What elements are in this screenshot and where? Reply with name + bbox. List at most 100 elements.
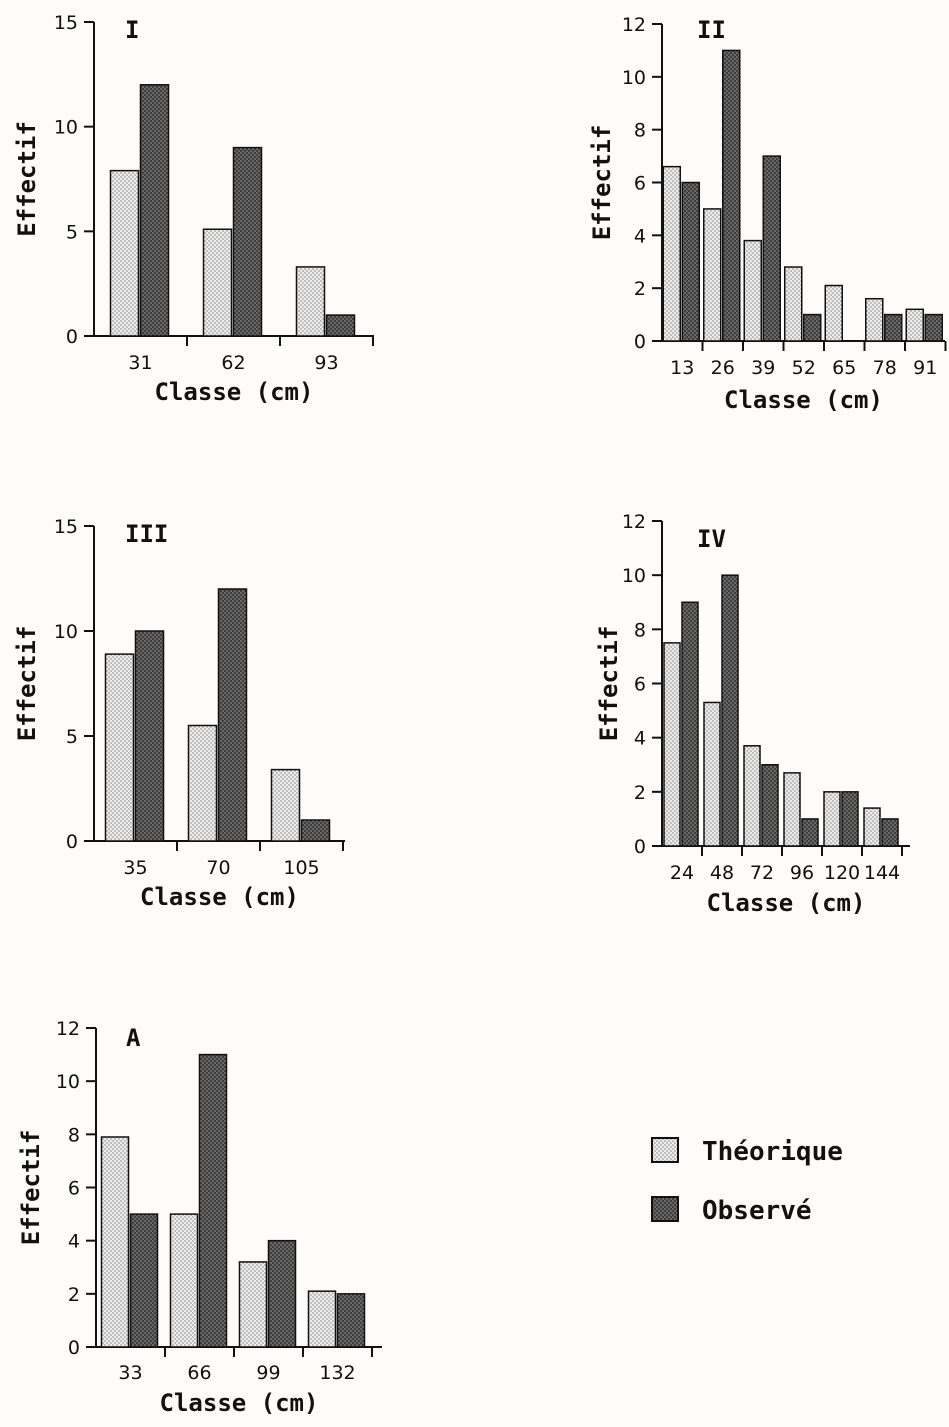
x-tick-label: 65: [832, 357, 856, 379]
x-tick-label: 96: [790, 862, 814, 884]
bar-theorique-99: [238, 1261, 268, 1348]
y-tick-label: 2: [634, 278, 646, 300]
y-axis-title: Effectif: [595, 626, 623, 742]
y-tick-label: 5: [66, 221, 78, 243]
bar-observe-66: [198, 1053, 228, 1348]
y-tick-label: 6: [68, 1178, 80, 1200]
bar-observe-31: [139, 84, 170, 337]
y-tick-label: 8: [634, 619, 646, 641]
x-tick-label: 26: [711, 357, 735, 379]
bar-observe-144: [881, 818, 899, 847]
x-tick-label: 31: [128, 352, 152, 374]
chart-panel-I: 0 5 10 15 31 62 93 I Classe (cm) Effectif: [13, 12, 374, 406]
bar-theorique-33: [100, 1136, 130, 1348]
x-tick-label: 105: [283, 857, 319, 879]
x-tick-label: 91: [913, 357, 937, 379]
bar-observe-99: [267, 1239, 297, 1348]
bar-observe-132: [336, 1293, 366, 1348]
panel-label: A: [126, 1024, 141, 1052]
x-tick-label: 33: [118, 1362, 142, 1384]
bar-observe-70: [217, 588, 248, 842]
bar-theorique-91: [905, 308, 924, 342]
legend-swatch-theorique: [651, 1137, 679, 1163]
bar-theorique-93: [295, 266, 326, 337]
bar-theorique-65: [824, 284, 843, 342]
x-tick-label: 52: [792, 357, 816, 379]
y-tick-label: 15: [54, 516, 78, 538]
y-tick-label: 10: [54, 621, 78, 643]
y-axis-title: Effectif: [588, 125, 616, 241]
chart-panel-II: 0 2 4 6 8 10 12 13 26 39 52 65 78 91 II Classe (cm) Effe…: [588, 14, 947, 414]
bar-observe-120: [841, 791, 859, 847]
legend-swatch-observe: [651, 1196, 679, 1222]
x-tick-label: 39: [751, 357, 775, 379]
x-tick-label: 144: [864, 862, 900, 884]
bar-theorique-35: [104, 653, 135, 842]
bar-theorique-62: [202, 228, 233, 337]
bar-theorique-26: [703, 208, 722, 342]
y-tick-label: 4: [634, 728, 646, 750]
bar-theorique-72: [743, 745, 761, 847]
y-tick-label: 8: [634, 120, 646, 142]
bar-theorique-120: [823, 791, 841, 847]
bar-theorique-132: [307, 1290, 337, 1348]
y-tick-label: 10: [54, 117, 78, 139]
x-tick-label: 99: [256, 1362, 280, 1384]
y-tick-label: 10: [56, 1071, 80, 1093]
y-tick-label: 4: [634, 225, 646, 247]
bar-theorique-13: [662, 165, 681, 342]
y-axis-title: Effectif: [13, 626, 41, 742]
x-axis-title: Classe (cm): [160, 1389, 319, 1417]
legend-item-theorique: Théorique: [651, 1137, 843, 1167]
legend-item-observe: Observé: [651, 1196, 812, 1226]
legend: Théorique Observé: [651, 1137, 843, 1226]
bar-observe-39: [762, 155, 781, 342]
legend-label: Théorique: [702, 1137, 843, 1167]
y-tick-label: 2: [634, 782, 646, 804]
x-tick-label: 48: [710, 862, 734, 884]
chart-panel-III: 0 5 10 15 35 70 105 III Classe (cm) Effectif: [13, 516, 345, 911]
x-tick-label: 120: [824, 862, 860, 884]
y-tick-label: 2: [68, 1284, 80, 1306]
bar-observe-26: [722, 49, 741, 342]
y-tick-label: 12: [622, 14, 646, 36]
y-tick-label: 6: [634, 674, 646, 696]
bar-theorique-105: [270, 768, 301, 842]
x-tick-label: 70: [206, 857, 230, 879]
x-tick-label: 93: [314, 352, 338, 374]
x-tick-label: 62: [221, 352, 245, 374]
y-tick-label: 10: [622, 565, 646, 587]
y-tick-label: 10: [622, 67, 646, 89]
bar-observe-52: [803, 313, 822, 342]
y-tick-label: 0: [68, 1337, 80, 1359]
y-tick-label: 12: [622, 511, 646, 533]
x-tick-label: 72: [750, 862, 774, 884]
y-tick-label: 4: [68, 1231, 80, 1253]
x-tick-label: 78: [873, 357, 897, 379]
x-axis-title: Classe (cm): [724, 386, 883, 414]
legend-label: Observé: [702, 1196, 812, 1226]
x-axis-title: Classe (cm): [707, 889, 866, 917]
bar-theorique-70: [187, 724, 218, 842]
bar-theorique-78: [865, 297, 884, 342]
y-tick-label: 0: [66, 326, 78, 348]
x-tick-label: 132: [319, 1362, 355, 1384]
x-tick-label: 13: [670, 357, 694, 379]
bar-theorique-52: [784, 266, 803, 342]
bar-observe-62: [232, 146, 263, 337]
bar-observe-33: [129, 1213, 159, 1348]
bar-theorique-144: [863, 807, 881, 847]
y-tick-label: 6: [634, 173, 646, 195]
x-axis-title: Classe (cm): [140, 883, 299, 911]
panel-label: II: [697, 16, 726, 44]
bar-theorique-24: [663, 642, 681, 847]
y-tick-label: 0: [634, 331, 646, 353]
y-tick-label: 0: [66, 831, 78, 853]
x-tick-label: 66: [187, 1362, 211, 1384]
bar-theorique-66: [169, 1213, 199, 1348]
y-tick-label: 8: [68, 1124, 80, 1146]
panel-label: IV: [697, 525, 726, 553]
bar-observe-78: [884, 313, 903, 342]
